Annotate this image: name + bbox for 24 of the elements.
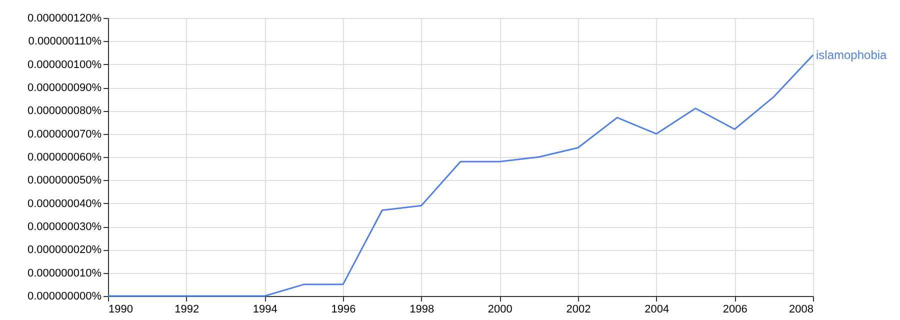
x-tick-label: 1994: [252, 304, 278, 316]
y-tick-label: 0.000000080%: [27, 105, 102, 118]
x-tick-label: 1998: [410, 304, 434, 316]
x-tick-label: 2008: [789, 304, 814, 316]
y-tick-label: 0.000000070%: [27, 128, 102, 140]
series-label: islamophobia: [816, 48, 888, 62]
y-tick-label: 0.000000060%: [27, 152, 102, 164]
x-tick-label: 2006: [722, 304, 748, 316]
y-tick-label: 0.000000000%: [27, 290, 102, 302]
x-tick-label: 1990: [108, 304, 133, 316]
y-tick-label: 0.000000030%: [27, 221, 102, 233]
y-tick-label: 0.000000090%: [27, 82, 102, 94]
x-tick-label: 1996: [331, 304, 356, 316]
x-tick-label: 2004: [644, 304, 670, 316]
y-tick-label: 0.000000100%: [27, 58, 102, 71]
y-tick-label: 0.000000110%: [28, 36, 102, 48]
x-tick-label: 2000: [488, 304, 512, 316]
x-tick-label: 2002: [566, 304, 591, 316]
y-tick-label: 0.000000050%: [27, 174, 102, 187]
y-tick-label: 0.000000020%: [27, 244, 102, 256]
x-tick-label: 1992: [174, 304, 200, 316]
y-tick-label: 0.000000040%: [27, 198, 102, 210]
y-tick-label: 0.000000010%: [27, 267, 102, 280]
y-tick-label: 0.000000120%: [27, 12, 102, 24]
